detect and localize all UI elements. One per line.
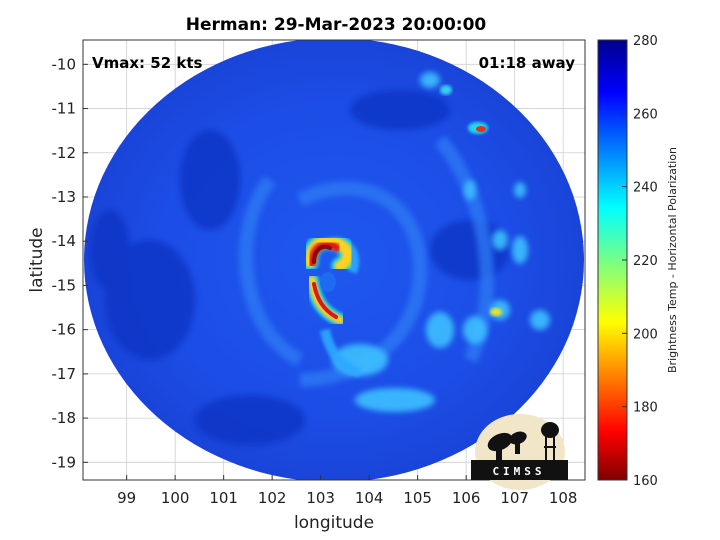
logo-ground-bar [471, 460, 568, 480]
y-tick-label: -15 [52, 276, 77, 294]
y-tick-label: -12 [52, 144, 77, 162]
colorbar-tick-label: 240 [633, 181, 658, 196]
colorbar-tick-label: 160 [633, 474, 658, 489]
x-tick-label: 106 [452, 489, 481, 507]
ne-convective-cells [440, 85, 502, 316]
colorbar-tick-label: 260 [633, 107, 658, 122]
y-tick-label: -13 [52, 188, 77, 206]
y-tick-label: -18 [52, 409, 77, 427]
water-tower-icon [541, 422, 559, 461]
colorbar: 280 260 240 220 200 180 160 Brightness Temp - … [597, 34, 679, 489]
colorbar-tick-label: 200 [633, 327, 658, 342]
plot-frame [82, 39, 586, 481]
x-tick-label: 107 [500, 489, 529, 507]
storm-eye [320, 272, 336, 292]
y-tick-label: -16 [52, 321, 77, 339]
x-tick-label: 108 [549, 489, 578, 507]
y-tick-label: -10 [52, 55, 77, 73]
x-tick-label: 99 [117, 489, 136, 507]
x-tick-label: 103 [306, 489, 335, 507]
colorbar-tick-label: 220 [633, 254, 658, 269]
logo-text: CIMSS [492, 465, 545, 478]
x-axis-ticks: 99 100 101 102 103 104 105 106 107 108 [117, 475, 577, 507]
colorbar-tick-label: 180 [633, 401, 658, 416]
y-axis-ticks: -10 -11 -12 -13 -14 -15 -16 -17 -18 -19 [52, 55, 88, 471]
y-axis-label: latitude [27, 227, 47, 292]
x-axis-label: longitude [294, 513, 374, 533]
colorbar-label: Brightness Temp - Horizontal Polarizatio… [666, 147, 679, 373]
vmax-annotation: Vmax: 52 kts [92, 54, 202, 72]
chart-title: Herman: 29-Mar-2023 20:00:00 [186, 15, 487, 35]
cold-patches [90, 90, 510, 445]
x-tick-label: 105 [403, 489, 432, 507]
x-tick-label: 100 [161, 489, 190, 507]
y-tick-label: -19 [52, 453, 77, 471]
x-tick-label: 102 [258, 489, 287, 507]
y-tick-label: -14 [52, 232, 77, 250]
colorbar-tick-label: 280 [633, 34, 658, 49]
cimss-logo: CIMSS [471, 414, 568, 490]
time-away-annotation: 01:18 away [479, 54, 576, 72]
x-tick-label: 101 [209, 489, 238, 507]
y-tick-label: -17 [52, 365, 77, 383]
y-tick-label: -11 [52, 100, 77, 118]
microwave-swath [84, 40, 584, 480]
eyewall-convection [301, 231, 357, 327]
colorbar-ticks: 280 260 240 220 200 180 160 [622, 34, 658, 489]
dish-antenna-icon [487, 431, 527, 460]
x-tick-label: 104 [355, 489, 384, 507]
